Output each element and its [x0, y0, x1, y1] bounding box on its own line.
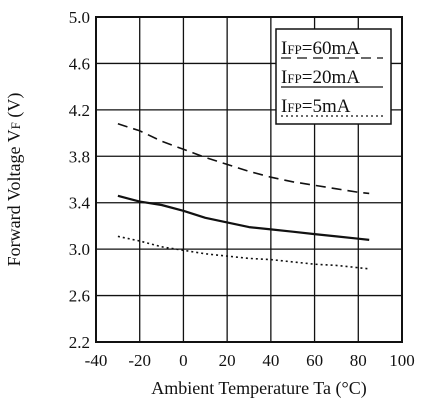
- y-tick-label: 5.0: [69, 8, 90, 27]
- series-line: [117, 123, 370, 195]
- y-tick-label: 4.2: [69, 101, 90, 120]
- x-tick-label: 40: [262, 351, 279, 370]
- x-tick-label: -40: [85, 351, 108, 370]
- legend-entry: IFP=5mA: [281, 96, 351, 117]
- tick-labels: -40 -20 0 20 40 60 80 100 2.2 2.6 3.0 3.4 3.8 4.2 4.6 5…: [69, 8, 415, 370]
- y-tick-label: 3.4: [69, 194, 91, 213]
- x-tick-label: 80: [350, 351, 367, 370]
- x-tick-label: 20: [219, 351, 236, 370]
- x-tick-label: -20: [128, 351, 151, 370]
- x-tick-label: 100: [389, 351, 415, 370]
- x-tick-label: 0: [179, 351, 188, 370]
- legend-entry: IFP=20mA: [281, 67, 360, 88]
- series-line: [117, 194, 370, 241]
- y-tick-label: 2.6: [69, 287, 90, 306]
- x-tick-label: 60: [306, 351, 323, 370]
- legend-box: [275, 28, 392, 125]
- y-axis-label: Forward Voltage VF (V): [4, 93, 25, 267]
- series-line: [117, 235, 370, 270]
- series-lines: [117, 123, 370, 270]
- y-tick-label: 3.8: [69, 147, 90, 166]
- y-tick-label: 2.2: [69, 333, 90, 352]
- x-axis-label: Ambient Temperature Ta (°C): [151, 378, 366, 399]
- y-tick-label: 3.0: [69, 240, 90, 259]
- plot-frame: [95, 16, 403, 343]
- legend: IFP=60mA IFP=20mA IFP=5mA: [275, 28, 392, 125]
- y-tick-label: 4.6: [69, 54, 90, 73]
- legend-entry: IFP=60mA: [281, 38, 360, 59]
